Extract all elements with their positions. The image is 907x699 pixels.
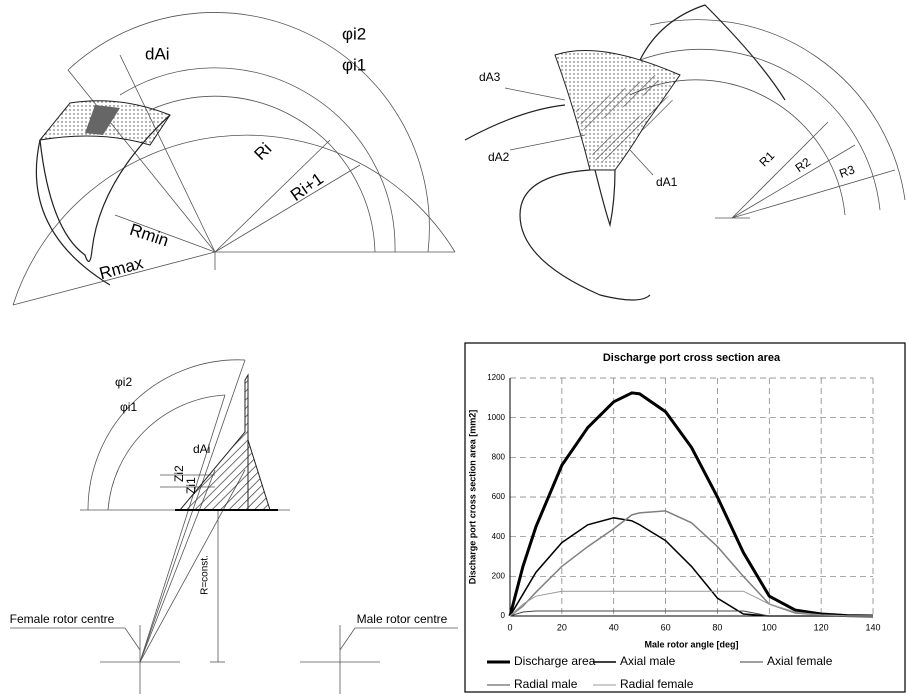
label: φi1 bbox=[342, 55, 366, 74]
x-tick-label: 120 bbox=[814, 622, 829, 632]
label: Zi1 bbox=[184, 477, 198, 494]
x-tick-label: 20 bbox=[557, 622, 567, 632]
legend-label: Axial female bbox=[767, 654, 833, 668]
x-tick-label: 80 bbox=[712, 622, 722, 632]
label: Male rotor centre bbox=[357, 612, 448, 626]
x-tick-label: 60 bbox=[661, 622, 671, 632]
y-tick-label: 800 bbox=[492, 452, 506, 461]
label: Ri bbox=[251, 139, 276, 164]
figure: φi2 φi1 dAi Ri Ri+1 Rmin Rmax dA3 dA2 dA… bbox=[0, 0, 907, 694]
diagram-lobe bbox=[13, 12, 455, 305]
label: dAi bbox=[145, 44, 170, 63]
label: φi1 bbox=[120, 400, 137, 414]
x-tick-label: 140 bbox=[865, 622, 880, 632]
label: Female rotor centre bbox=[10, 612, 115, 626]
y-tick-label: 600 bbox=[492, 492, 506, 501]
y-tick-label: 1200 bbox=[487, 373, 505, 382]
y-tick-label: 1000 bbox=[487, 413, 505, 422]
label: φi2 bbox=[342, 24, 366, 43]
label: dA1 bbox=[656, 175, 678, 189]
label: dA2 bbox=[488, 150, 510, 164]
y-axis-label: Discharge port cross section area [mm2] bbox=[467, 410, 477, 585]
x-axis-label: Male rotor angle [deg] bbox=[644, 639, 738, 649]
x-tick-label: 0 bbox=[507, 622, 512, 632]
y-tick-label: 200 bbox=[492, 571, 506, 580]
label: Rmax bbox=[97, 253, 145, 283]
label: Ri+1 bbox=[287, 169, 327, 205]
diagram-port bbox=[465, 5, 905, 300]
label: Rmin bbox=[127, 220, 171, 250]
chart-title: Discharge port cross section area bbox=[603, 352, 781, 364]
legend-label: Radial male bbox=[514, 677, 578, 691]
legend-label: Discharge area bbox=[514, 654, 596, 668]
label: dA3 bbox=[479, 70, 501, 84]
label: φi2 bbox=[115, 375, 132, 389]
y-tick-label: 0 bbox=[501, 611, 506, 620]
legend-label: Axial male bbox=[620, 654, 676, 668]
x-tick-label: 100 bbox=[762, 622, 777, 632]
x-tick-label: 40 bbox=[609, 622, 619, 632]
label: R=const. bbox=[200, 555, 211, 595]
label: R3 bbox=[837, 162, 857, 181]
legend-label: Radial female bbox=[620, 677, 694, 691]
label: R1 bbox=[756, 148, 777, 169]
label: dAi bbox=[193, 442, 210, 456]
y-tick-label: 400 bbox=[492, 532, 506, 541]
